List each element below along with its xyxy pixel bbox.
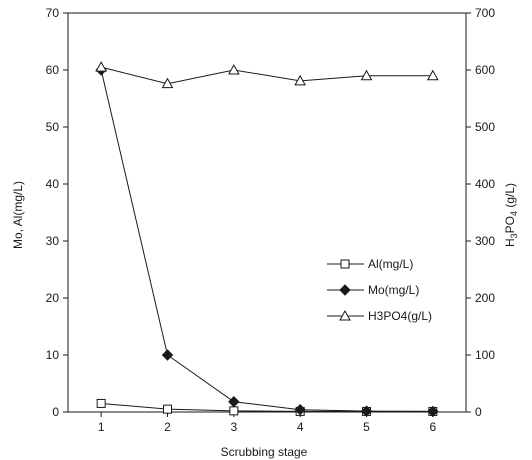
legend-marker <box>340 259 350 269</box>
data-point-h3po4 <box>426 69 439 81</box>
x-tick-label: 1 <box>98 420 105 434</box>
y-right-tick-label: 0 <box>475 405 482 419</box>
y-left-tick-label: 30 <box>46 234 60 248</box>
y-right-tick-label: 200 <box>475 291 495 305</box>
data-point-mo <box>360 405 373 417</box>
y-right-tick-label: 100 <box>475 348 495 362</box>
data-point-al <box>96 398 106 408</box>
data-point-h3po4 <box>161 77 174 89</box>
data-point-mo <box>161 349 174 361</box>
y-right-tick-label: 400 <box>475 177 495 191</box>
y-left-tick-label: 0 <box>52 405 59 419</box>
data-point-h3po4 <box>360 69 373 81</box>
plot-area-frame <box>67 12 467 413</box>
data-point-h3po4 <box>294 74 307 86</box>
data-point-al <box>229 406 239 416</box>
x-tick-label: 2 <box>164 420 171 434</box>
data-point-mo <box>228 396 240 408</box>
y-axis-left-title: Mo, Al(mg/L) <box>11 181 25 249</box>
y-right-tick-label: 300 <box>475 234 495 248</box>
y-left-tick-label: 10 <box>46 348 60 362</box>
legend: Al(mg/L) Mo(mg/L) H3PO4(g/L) <box>327 257 432 323</box>
data-point-h3po4 <box>95 61 108 72</box>
series-line-al <box>101 402 433 412</box>
legend-marker <box>339 309 351 321</box>
y-left-tick-label: 40 <box>46 177 60 191</box>
data-point-h3po4 <box>227 63 240 75</box>
y-right-tick-label: 600 <box>475 63 495 77</box>
data-point-mo <box>294 404 306 416</box>
data-point-al <box>163 404 172 414</box>
x-tick-label: 3 <box>230 420 237 434</box>
legend-label: Mo(mg/L) <box>368 283 419 297</box>
legend-label: H3PO4(g/L) <box>368 309 432 323</box>
series-line-mo <box>100 69 433 412</box>
legend-label: Al(mg/L) <box>368 257 413 271</box>
y-axis-right-title: H3PO4 (g/L) <box>503 183 519 247</box>
data-point-mo <box>427 405 439 418</box>
x-axis-title: Scrubbing stage <box>221 445 308 459</box>
x-tick-label: 4 <box>297 420 304 434</box>
x-tick-label: 5 <box>363 420 370 434</box>
y-left-tick-label: 70 <box>46 6 60 20</box>
y-left-tick-label: 60 <box>46 63 60 77</box>
x-tick-label: 6 <box>429 420 436 434</box>
y-right-tick-label: 700 <box>475 6 495 20</box>
y-left-tick-label: 20 <box>46 291 60 305</box>
series-line-h3po4 <box>101 66 433 85</box>
y-right-tick-label: 500 <box>475 120 495 134</box>
y-left-tick-label: 50 <box>46 120 60 134</box>
legend-marker <box>339 284 351 296</box>
